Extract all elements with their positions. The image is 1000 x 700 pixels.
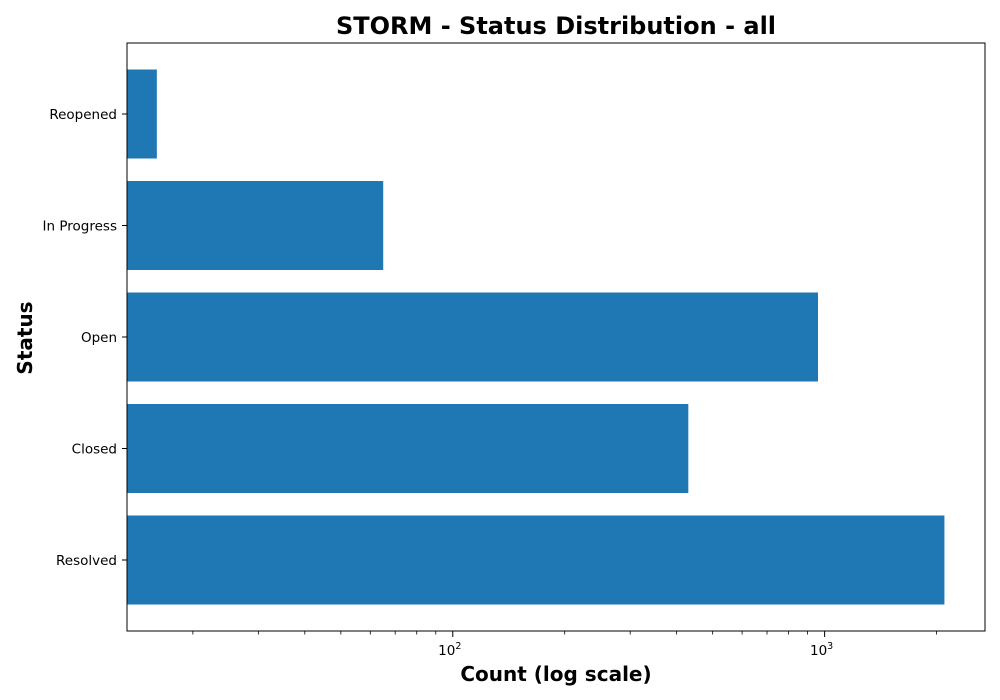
bar-closed — [127, 404, 689, 493]
y-axis-label: Status — [13, 301, 37, 374]
y-tick-label-open: Open — [81, 330, 117, 346]
y-tick-label-in-progress: In Progress — [43, 219, 117, 235]
bar-resolved — [127, 515, 945, 605]
y-tick-label-closed: Closed — [72, 442, 117, 458]
y-tick-label-resolved: Resolved — [56, 553, 117, 569]
x-tick-label: 102 — [438, 641, 461, 659]
bar-in-progress — [127, 181, 384, 270]
plot-frame — [126, 42, 986, 632]
y-tick-label-reopened: Reopened — [49, 107, 117, 123]
plot-area: Resolved Closed Open In Progress Reopened 102… — [43, 69, 945, 659]
x-tick-label: 103 — [810, 641, 833, 659]
bar-open — [127, 292, 819, 382]
x-axis-label: Count (log scale) — [460, 662, 651, 686]
bar-reopened — [127, 69, 157, 159]
chart-title: STORM - Status Distribution - all — [336, 12, 776, 40]
